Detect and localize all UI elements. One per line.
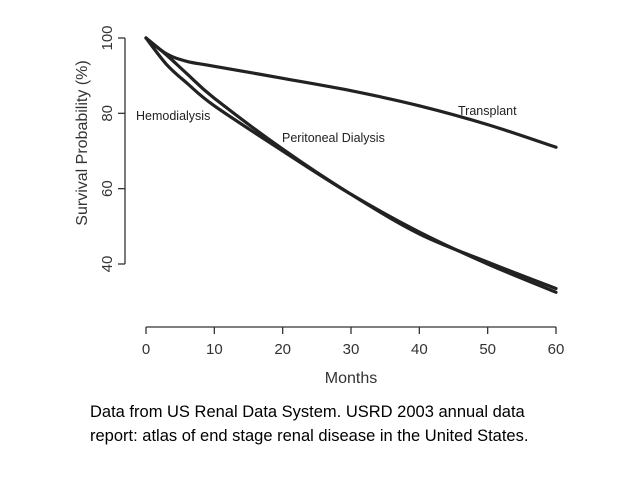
series-layer — [144, 36, 558, 294]
survival-chart: 0 10 20 30 40 50 60 40 60 80 100 Transplant Hemod… — [74, 25, 565, 387]
x-axis: 0 10 20 30 40 50 60 — [142, 326, 565, 358]
caption-line-2: report: atlas of end stage renal disease… — [90, 427, 529, 445]
y-axis-title: Survival Probability (%) — [74, 60, 91, 225]
series-label-hemodialysis: Hemodialysis — [136, 109, 210, 123]
y-tick-label-80: 80 — [99, 105, 116, 122]
x-tick-label-20: 20 — [274, 341, 291, 358]
series-line-hemodialysis — [144, 36, 558, 294]
source-caption: Data from US Renal Data System. USRD 200… — [90, 400, 620, 448]
y-axis: 40 60 80 100 — [99, 25, 126, 273]
x-tick-label-0: 0 — [142, 341, 150, 358]
x-axis-title: Months — [325, 370, 377, 387]
series-label-transplant: Transplant — [458, 104, 517, 118]
y-tick-label-100: 100 — [99, 25, 116, 50]
y-tick-label-40: 40 — [99, 256, 116, 273]
x-tick-label-50: 50 — [479, 341, 496, 358]
series-line-peritoneal-dialysis — [144, 36, 558, 291]
series-line-transplant — [144, 36, 558, 149]
x-tick-label-30: 30 — [343, 341, 360, 358]
series-label-peritoneal-dialysis: Peritoneal Dialysis — [282, 131, 385, 145]
x-tick-label-10: 10 — [206, 341, 223, 358]
y-tick-label-60: 60 — [99, 180, 116, 197]
x-tick-label-60: 60 — [548, 341, 565, 358]
x-tick-label-40: 40 — [411, 341, 428, 358]
caption-line-1: Data from US Renal Data System. USRD 200… — [90, 403, 525, 421]
